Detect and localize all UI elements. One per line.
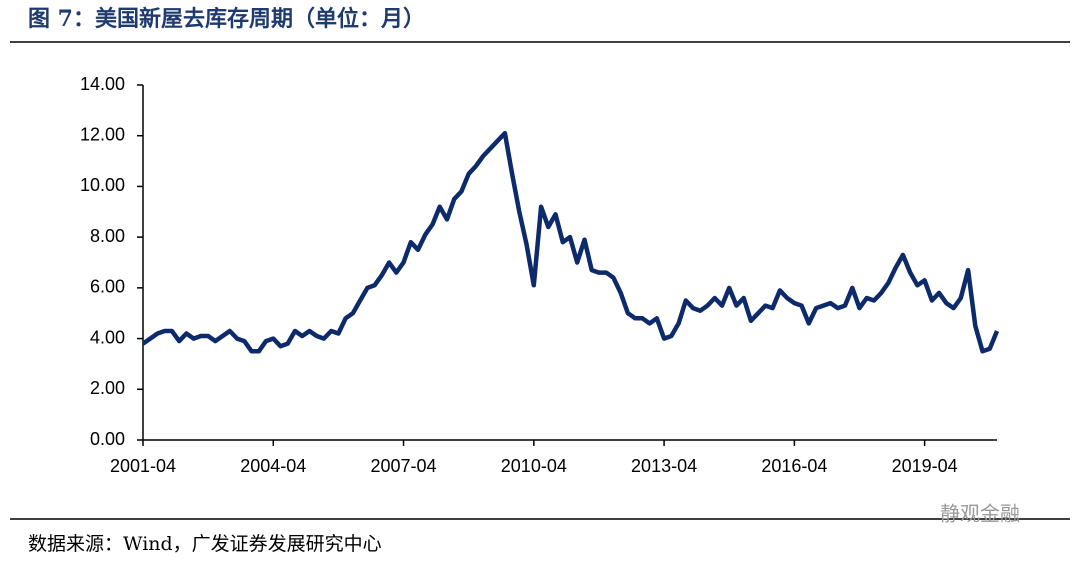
y-tick-label: 14.00: [80, 74, 125, 94]
x-tick-label: 2019-04: [892, 456, 958, 476]
chart-title: 图 7：美国新屋去库存周期（单位：月）: [28, 6, 425, 32]
y-tick-label: 0.00: [90, 429, 125, 449]
line-series: [141, 130, 1000, 354]
x-tick-label: 2004-04: [240, 456, 306, 476]
x-tick-label: 2010-04: [501, 456, 567, 476]
y-tick-label: 6.00: [90, 277, 125, 297]
x-tick-label: 2007-04: [371, 456, 437, 476]
y-tick-label: 8.00: [90, 226, 125, 246]
y-tick-label: 2.00: [90, 378, 125, 398]
x-tick-label: 2013-04: [631, 456, 697, 476]
y-tick-label: 4.00: [90, 327, 125, 347]
x-tick-label: 2001-04: [110, 456, 176, 476]
source: 数据来源：Wind，广发证券发展研究中心: [28, 533, 382, 555]
x-tick-label: 2016-04: [761, 456, 827, 476]
y-tick-label: 10.00: [80, 175, 125, 195]
y-tick-label: 12.00: [80, 124, 125, 144]
watermark: 静观金融: [940, 502, 1020, 525]
